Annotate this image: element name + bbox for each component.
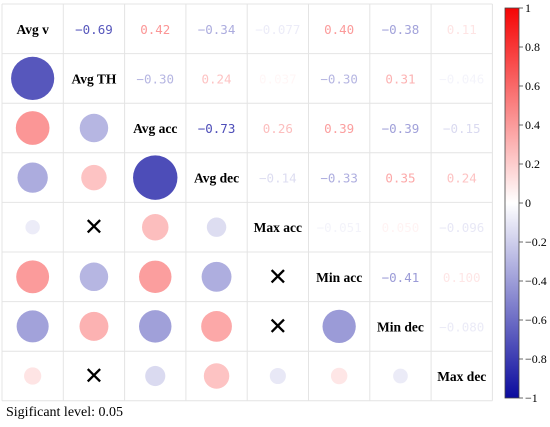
variable-label: Avg v [16, 22, 49, 37]
colorbar-tick-label: 0.2 [525, 157, 540, 171]
colorbar-tick-label: −0.8 [525, 352, 547, 366]
coefficient-label: 0.050 [382, 220, 420, 235]
coefficient-label: −0.051 [317, 220, 362, 235]
colorbar-tick-label: −1 [525, 391, 538, 405]
correlation-circle [203, 363, 230, 389]
colorbar-tick-label: 0.6 [525, 79, 540, 93]
variable-label: Avg acc [133, 121, 177, 136]
coefficient-label: 0.39 [324, 121, 354, 136]
correlation-circle [24, 367, 42, 385]
correlation-circle [79, 262, 109, 292]
coefficient-label: −0.14 [259, 171, 297, 186]
significance-footnote: Sigificant level: 0.05 [6, 405, 124, 420]
correlation-circle [16, 310, 49, 343]
variable-label: Avg dec [194, 171, 239, 186]
correlation-circle [322, 309, 356, 344]
coefficient-label: −0.080 [439, 319, 484, 334]
correlation-circle [81, 164, 107, 191]
correlation-circle [79, 113, 109, 143]
correlation-circle [201, 311, 232, 342]
coefficient-label: −0.077 [255, 22, 300, 37]
coefficient-label: 0.24 [447, 171, 477, 186]
correlation-circle [139, 310, 172, 343]
variable-label: Min dec [377, 319, 424, 334]
coefficient-label: 0.037 [259, 71, 297, 86]
colorbar [504, 7, 520, 399]
colorbar-tick-label: −0.4 [525, 274, 547, 288]
colorbar-tick-label: 0.4 [525, 118, 540, 132]
coefficient-label: 0.40 [324, 22, 354, 37]
variable-label: Max acc [254, 220, 302, 235]
correlation-circle [11, 56, 55, 100]
variable-label: Max dec [437, 369, 486, 384]
correlation-circle [139, 260, 172, 294]
coefficient-label: 0.31 [385, 71, 415, 86]
coefficient-label: −0.41 [382, 270, 420, 285]
correlation-circle [79, 311, 109, 341]
colorbar-tick-label: −0.2 [525, 235, 547, 249]
correlation-circle [133, 155, 178, 200]
correlation-circle [25, 219, 40, 235]
coefficient-label: 0.42 [140, 22, 170, 37]
colorbar-tick-label: 0 [525, 196, 531, 210]
not-significant-mark: ✕ [268, 263, 288, 291]
correlation-circle [145, 365, 166, 387]
coefficient-label: −0.30 [136, 71, 174, 86]
colorbar-tick-label: 0.8 [525, 40, 540, 54]
correlation-circle [269, 367, 286, 385]
coefficient-label: 0.100 [443, 270, 481, 285]
coefficient-label: −0.15 [443, 121, 481, 136]
not-significant-mark: ✕ [84, 362, 104, 390]
coefficient-label: 0.26 [263, 121, 293, 136]
coefficient-label: −0.046 [439, 71, 484, 86]
correlation-circle [16, 260, 50, 294]
correlation-circle [17, 162, 48, 193]
coefficient-label: −0.33 [320, 171, 358, 186]
coefficient-label: −0.69 [75, 22, 113, 37]
correlation-circle [206, 217, 227, 237]
coefficient-label: −0.38 [382, 22, 420, 37]
correlation-circle [393, 368, 408, 384]
not-significant-mark: ✕ [84, 213, 104, 241]
colorbar-tick-label: −0.6 [525, 313, 547, 327]
colorbar-tick-label: 1 [525, 1, 531, 15]
coefficient-label: −0.34 [198, 22, 236, 37]
variable-label: Avg TH [72, 71, 117, 86]
coefficient-label: 0.24 [201, 71, 231, 86]
coefficient-label: 0.35 [385, 171, 415, 186]
not-significant-mark: ✕ [268, 312, 288, 340]
correlation-circle [330, 367, 348, 385]
correlation-circle [201, 261, 232, 292]
coefficient-label: −0.73 [198, 121, 236, 136]
correlation-circle [15, 111, 50, 145]
correlation-circle [141, 213, 169, 241]
coefficient-label: −0.096 [439, 220, 484, 235]
coefficient-label: 0.11 [447, 22, 477, 37]
variable-label: Min acc [316, 270, 362, 285]
coefficient-label: −0.30 [320, 71, 358, 86]
coefficient-label: −0.39 [382, 121, 420, 136]
